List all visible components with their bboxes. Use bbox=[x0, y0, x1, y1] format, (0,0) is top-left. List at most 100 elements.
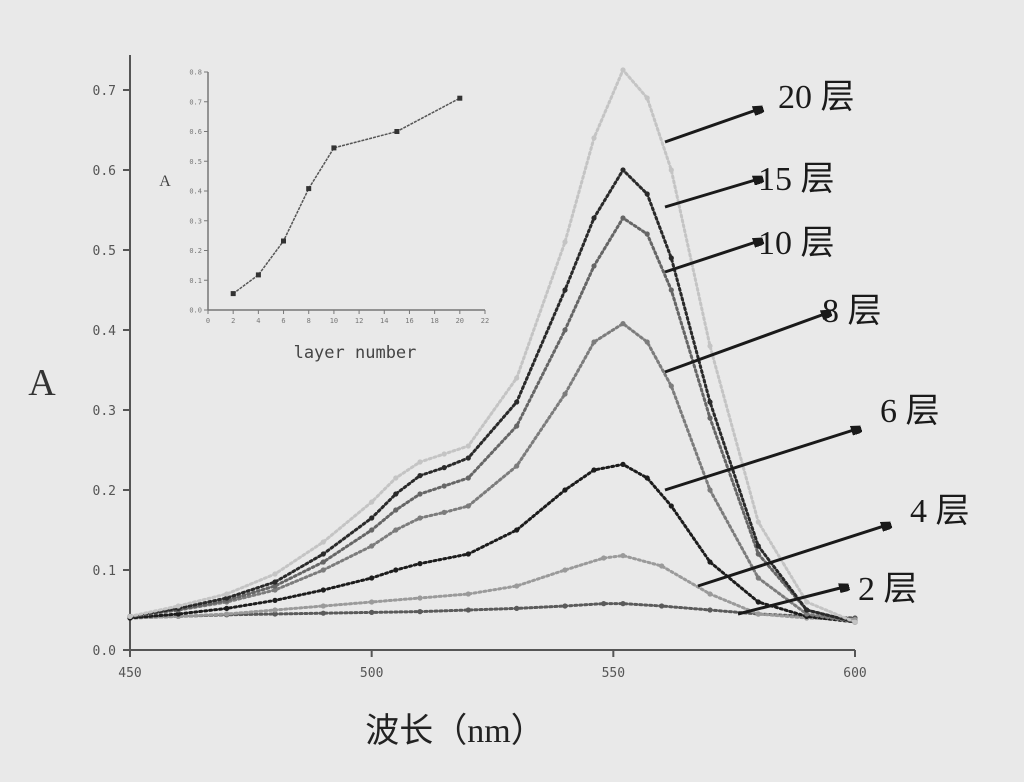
data-point bbox=[620, 601, 626, 607]
inset-x-tick-label: 14 bbox=[380, 317, 388, 325]
main-axes bbox=[129, 55, 855, 651]
inset-y-tick-label: 0.0 bbox=[189, 307, 202, 315]
series-line bbox=[128, 321, 857, 624]
data-point bbox=[755, 599, 761, 605]
data-point bbox=[591, 135, 597, 141]
arrow-4-layers bbox=[697, 524, 890, 588]
data-point bbox=[562, 487, 568, 493]
data-point bbox=[441, 509, 447, 515]
inset-x-tick-label: 10 bbox=[330, 317, 338, 325]
data-point bbox=[175, 611, 181, 617]
data-point bbox=[417, 561, 423, 567]
data-point bbox=[393, 567, 399, 573]
data-point bbox=[668, 503, 674, 509]
label-6-layers: 6 层 bbox=[880, 393, 940, 430]
data-point bbox=[224, 611, 230, 617]
x-tick-label: 500 bbox=[360, 666, 383, 681]
data-point bbox=[562, 287, 568, 293]
inset-data-point bbox=[255, 272, 261, 278]
data-point bbox=[465, 455, 471, 461]
data-point bbox=[659, 563, 665, 569]
data-point bbox=[514, 423, 520, 429]
arrow-15-layers bbox=[664, 178, 762, 209]
data-point bbox=[369, 575, 375, 581]
data-point bbox=[755, 575, 761, 581]
data-point bbox=[804, 611, 810, 617]
data-point bbox=[668, 167, 674, 173]
data-point bbox=[465, 591, 471, 597]
data-point bbox=[441, 465, 447, 471]
data-point bbox=[417, 491, 423, 497]
inset-y-tick-label: 0.6 bbox=[189, 128, 202, 136]
data-point bbox=[465, 443, 471, 449]
data-point bbox=[620, 553, 626, 559]
data-point bbox=[591, 467, 597, 473]
data-point bbox=[272, 583, 278, 589]
data-point bbox=[320, 567, 326, 573]
data-point bbox=[514, 399, 520, 405]
series-6 bbox=[127, 167, 858, 625]
inset-x-tick-label: 0 bbox=[206, 317, 210, 325]
data-point bbox=[272, 607, 278, 613]
label-10-layers: 10 层 bbox=[758, 225, 835, 262]
main-ticks: 0.0 0.1 0.2 0.3 0.4 0.5 0.6 0.7 450 500 550 600 bbox=[93, 84, 867, 681]
data-point bbox=[393, 475, 399, 481]
inset-x-tick-label: 2 bbox=[231, 317, 235, 325]
data-point bbox=[755, 611, 761, 617]
inset-data-point bbox=[331, 145, 337, 151]
label-20-layers: 20 层 bbox=[778, 79, 855, 116]
inset-y-tick-label: 0.8 bbox=[189, 69, 202, 77]
data-point bbox=[369, 527, 375, 533]
inset-y-tick-label: 0.3 bbox=[189, 217, 202, 225]
data-point bbox=[514, 375, 520, 381]
y-tick-label: 0.6 bbox=[93, 164, 116, 179]
data-point bbox=[224, 605, 230, 612]
data-point bbox=[804, 599, 810, 605]
data-point bbox=[417, 609, 423, 615]
y-tick-label: 0.1 bbox=[93, 564, 116, 579]
data-point bbox=[514, 605, 520, 612]
data-point bbox=[707, 487, 713, 493]
curve-annotations: 20 层 15 层 10 层 8 层 6 层 4 层 2 层 bbox=[664, 79, 970, 616]
label-8-layers: 8 层 bbox=[822, 293, 882, 330]
data-point bbox=[601, 601, 607, 607]
data-point bbox=[644, 191, 650, 197]
label-15-layers: 15 层 bbox=[758, 161, 835, 198]
data-point bbox=[620, 67, 626, 73]
main-y-axis-label: A bbox=[28, 362, 56, 404]
data-point bbox=[393, 527, 399, 533]
data-point bbox=[175, 603, 181, 609]
data-point bbox=[591, 215, 597, 221]
inset-x-tick-label: 6 bbox=[281, 317, 285, 325]
inset-line bbox=[232, 97, 461, 295]
inset-plot: 0.0 0.1 0.2 0.3 0.4 0.5 0.6 0.7 0.8 0 2 4 6 8 10 12 14 16… bbox=[159, 69, 489, 364]
data-point bbox=[707, 343, 713, 349]
data-point bbox=[224, 591, 230, 597]
y-tick-label: 0.2 bbox=[93, 484, 116, 499]
data-point bbox=[417, 459, 423, 465]
data-point bbox=[755, 551, 761, 557]
data-point bbox=[591, 263, 597, 269]
inset-data-point bbox=[457, 95, 463, 101]
inset-y-tick-label: 0.2 bbox=[189, 247, 202, 255]
data-point bbox=[601, 555, 607, 561]
data-point bbox=[417, 515, 423, 521]
data-point bbox=[465, 551, 471, 557]
data-point bbox=[417, 473, 423, 479]
data-point bbox=[644, 95, 650, 101]
arrow-6-layers bbox=[664, 428, 860, 492]
data-point bbox=[272, 571, 278, 577]
data-point bbox=[804, 607, 810, 613]
inset-data-point bbox=[230, 291, 236, 297]
data-point bbox=[320, 603, 326, 609]
data-point bbox=[620, 461, 626, 467]
data-point bbox=[591, 339, 597, 345]
data-point bbox=[272, 611, 278, 617]
data-point bbox=[417, 595, 423, 601]
label-2-layers: 2 层 bbox=[858, 571, 918, 608]
data-point bbox=[369, 515, 375, 521]
inset-y-tick-label: 0.1 bbox=[189, 277, 202, 285]
x-tick-label: 600 bbox=[843, 666, 866, 681]
inset-data-point bbox=[281, 238, 286, 244]
